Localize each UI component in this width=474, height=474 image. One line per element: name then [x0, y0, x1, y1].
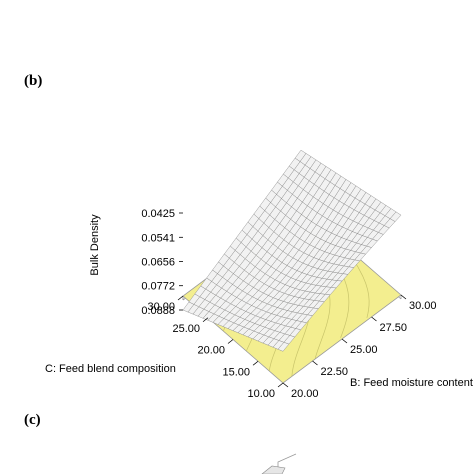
x-tick-mark [312, 360, 318, 366]
y-tick-label: 25.00 [172, 323, 200, 335]
y-axis-ticks: 10.00 15.00 20.00 25.00 30.00 [147, 295, 284, 400]
x-axis-title: B: Feed moisture content [350, 377, 473, 389]
z-tick-label: 0.0656 [141, 256, 175, 268]
x-tick-mark [400, 294, 407, 300]
x-tick-label: 20.00 [291, 388, 319, 400]
y-tick-label: 30.00 [147, 301, 175, 313]
y-tick-mark [252, 360, 259, 366]
x-tick-mark [282, 382, 289, 388]
z-tick-label: 0.0541 [141, 232, 175, 244]
y-tick-label: 20.00 [197, 345, 225, 357]
panel-label-c: (c) [24, 412, 41, 428]
x-tick-mark [371, 316, 377, 322]
z-tick-label: 0.0888 [141, 305, 175, 317]
response-surface [182, 149, 402, 352]
surface-cell [277, 342, 290, 352]
x-tick-label: 30.00 [409, 300, 437, 312]
y-tick-mark [227, 339, 234, 344]
y-axis-title: C: Feed blend composition [45, 363, 176, 375]
y-tick-label: 15.00 [222, 366, 250, 378]
panel-label-b: (b) [24, 73, 42, 89]
x-tick-label: 25.00 [350, 344, 378, 356]
x-tick-label: 27.50 [380, 322, 408, 334]
z-tick-label: 0.0772 [141, 281, 175, 293]
y-tick-mark [277, 382, 284, 388]
y-tick-mark [202, 317, 209, 323]
x-tick-mark [341, 338, 348, 344]
z-axis-title: Bulk Density [89, 214, 101, 276]
z-axis-ticks: 0.0425 0.0541 0.0656 0.0772 0.0888 [141, 208, 183, 317]
floor-contour [343, 245, 370, 318]
y-tick-mark [177, 295, 184, 301]
panel-c-partial [261, 453, 297, 474]
z-tick-label: 0.0425 [141, 208, 175, 220]
y-tick-label: 10.00 [247, 388, 275, 400]
x-tick-label: 22.50 [321, 366, 349, 378]
